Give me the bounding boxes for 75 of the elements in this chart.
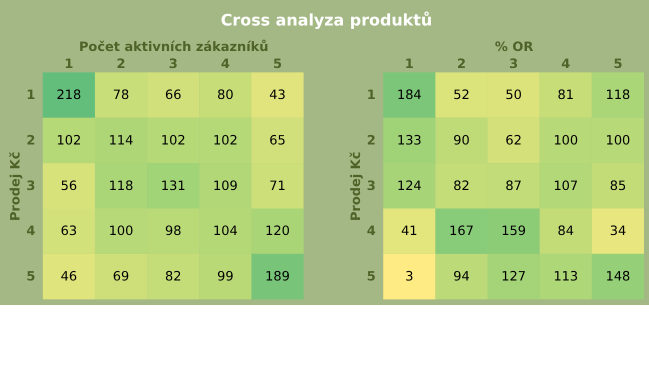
data-label: 34 [610, 224, 626, 240]
data-label: 84 [558, 224, 574, 240]
data-label: 50 [505, 88, 522, 104]
x-tick-label: 1 [404, 56, 414, 72]
data-label: 56 [60, 178, 78, 194]
chart-title: Cross analyza produktů [220, 10, 432, 30]
y-tick-label: 1 [366, 88, 376, 104]
data-label: 102 [160, 133, 186, 148]
y-tick-label: 4 [366, 224, 376, 240]
y-tick-label: 1 [26, 88, 36, 104]
data-label: 46 [60, 270, 78, 285]
data-label: 127 [501, 270, 526, 285]
x-tick-label: 2 [116, 56, 126, 72]
data-label: 109 [213, 178, 238, 194]
data-label: 133 [396, 133, 422, 148]
y-axis-title: Prodej Kč [8, 152, 24, 222]
data-label: 189 [265, 270, 290, 285]
data-label: 62 [505, 133, 522, 148]
data-label: 184 [396, 88, 422, 104]
data-label: 99 [217, 270, 234, 285]
data-label: 102 [56, 133, 82, 148]
x-tick-label: 5 [613, 56, 622, 72]
data-label: 159 [501, 224, 526, 240]
data-label: 41 [401, 224, 418, 240]
data-label: 65 [269, 133, 286, 148]
x-tick-label: 3 [168, 56, 178, 72]
data-label: 80 [217, 88, 234, 104]
y-tick-label: 3 [366, 178, 376, 194]
data-label: 104 [213, 224, 238, 240]
data-label: 118 [108, 178, 134, 194]
x-tick-label: 2 [456, 56, 466, 72]
y-tick-label: 5 [26, 270, 36, 285]
data-label: 63 [60, 224, 78, 240]
data-label: 114 [108, 133, 134, 148]
data-label: 69 [112, 270, 130, 285]
x-tick-label: 4 [220, 56, 230, 72]
data-label: 167 [449, 224, 474, 240]
x-axis-title: Počet aktivních zákazníků [78, 38, 268, 55]
data-label: 81 [558, 88, 574, 104]
data-label: 3 [405, 270, 414, 285]
data-label: 90 [453, 133, 470, 148]
x-tick-label: 1 [64, 56, 74, 72]
data-label: 71 [269, 178, 286, 194]
data-label: 94 [453, 270, 470, 285]
y-tick-label: 5 [366, 270, 376, 285]
data-label: 118 [606, 88, 630, 104]
data-label: 100 [606, 133, 630, 148]
data-label: 131 [160, 178, 186, 194]
x-tick-label: 4 [561, 56, 570, 72]
y-tick-label: 4 [26, 224, 36, 240]
y-tick-label: 2 [26, 133, 36, 148]
data-label: 43 [269, 88, 286, 104]
data-label: 100 [553, 133, 578, 148]
data-label: 148 [606, 270, 630, 285]
data-label: 52 [453, 88, 470, 104]
data-label: 98 [164, 224, 182, 240]
x-axis-title: % OR [494, 40, 534, 55]
data-label: 218 [56, 88, 82, 104]
data-label: 120 [265, 224, 290, 240]
data-label: 85 [610, 178, 626, 194]
data-label: 78 [112, 88, 130, 104]
x-tick-label: 3 [509, 56, 518, 72]
data-label: 102 [213, 133, 238, 148]
y-tick-label: 2 [366, 133, 376, 148]
data-label: 82 [453, 178, 470, 194]
data-label: 87 [505, 178, 522, 194]
x-tick-label: 5 [273, 56, 282, 72]
data-label: 113 [553, 270, 578, 285]
y-axis-title: Prodej Kč [348, 152, 364, 222]
y-tick-label: 3 [26, 178, 36, 194]
data-label: 124 [396, 178, 422, 194]
data-label: 107 [553, 178, 578, 194]
data-label: 100 [108, 224, 134, 240]
data-label: 66 [164, 88, 182, 104]
data-label: 82 [164, 270, 182, 285]
